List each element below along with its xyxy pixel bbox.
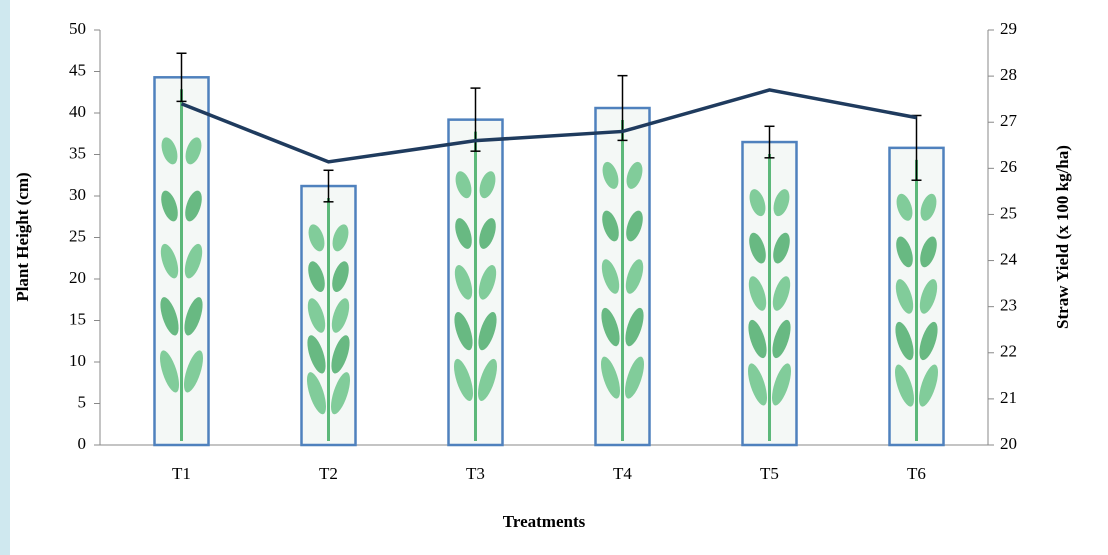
chart: Treatments Plant Height (cm) Straw Yield… [0,0,1108,555]
x-axis-title: Treatments [503,512,586,531]
y2-axis-title: Straw Yield (x 100 kg/ha) [1053,145,1072,329]
y-tick-label: 35 [69,143,86,162]
line [182,90,917,162]
y-tick-label: 45 [69,60,86,79]
y-tick-label: 5 [78,392,87,411]
y2-tick-label: 24 [1000,249,1018,268]
y-tick-label: 15 [69,309,86,328]
y-tick-label: 0 [78,434,87,453]
y2-tick-label: 21 [1000,388,1017,407]
y-tick-label: 40 [69,102,86,121]
y2-tick-label: 25 [1000,203,1017,222]
x-tick-label: T4 [613,464,632,483]
y-tick-label: 30 [69,185,86,204]
y-axis-title: Plant Height (cm) [13,172,32,301]
y-tick-label: 25 [69,226,86,245]
x-tick-label: T5 [760,464,779,483]
y2-tick-label: 27 [1000,111,1018,130]
y2-tick-label: 20 [1000,434,1017,453]
y-tick-label: 10 [69,351,86,370]
y2-tick-label: 28 [1000,65,1017,84]
y2-tick-label: 23 [1000,296,1017,315]
side-strip [0,0,10,555]
y2-tick-label: 29 [1000,19,1017,38]
x-tick-label: T2 [319,464,338,483]
y-tick-label: 50 [69,19,86,38]
x-tick-label: T3 [466,464,485,483]
x-tick-label: T6 [907,464,926,483]
y-tick-label: 20 [69,268,86,287]
y2-tick-label: 22 [1000,342,1017,361]
x-tick-label: T1 [172,464,191,483]
y2-tick-label: 26 [1000,157,1017,176]
